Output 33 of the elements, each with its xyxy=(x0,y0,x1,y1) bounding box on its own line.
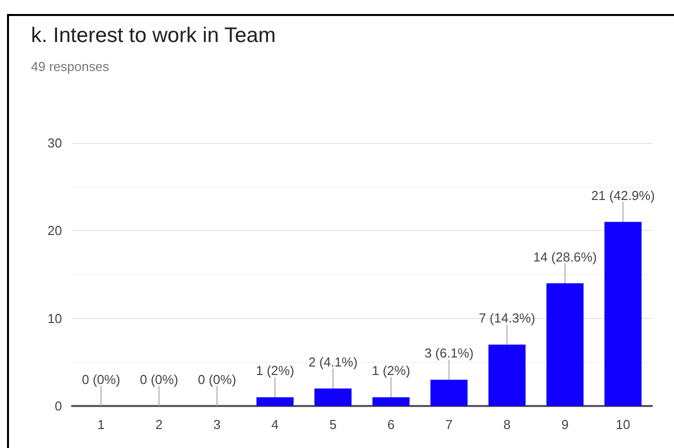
bar xyxy=(488,344,526,406)
chart-subtitle: 49 responses xyxy=(31,59,110,74)
data-label: 3 (6.1%) xyxy=(424,346,474,361)
y-tick-label: 30 xyxy=(48,136,62,150)
y-tick-label: 0 xyxy=(54,398,62,414)
bar xyxy=(546,283,584,406)
data-label: 0 (0%) xyxy=(198,372,236,387)
bar xyxy=(604,222,642,406)
chart-title: k. Interest to work in Team xyxy=(31,24,276,47)
data-label: 1 (2%) xyxy=(256,363,294,378)
bar xyxy=(430,380,468,406)
x-tick-label: 7 xyxy=(445,417,453,432)
data-label: 2 (4.1%) xyxy=(308,354,358,370)
x-tick-label: 4 xyxy=(271,417,279,432)
x-tick-label: 5 xyxy=(329,417,337,432)
bar xyxy=(256,397,294,406)
x-tick-label: 9 xyxy=(561,417,569,432)
data-label: 0 (0%) xyxy=(82,372,120,387)
x-tick-label: 2 xyxy=(155,417,163,432)
data-label: 14 (28.6%) xyxy=(533,249,597,264)
bar xyxy=(314,388,352,406)
x-tick-label: 8 xyxy=(503,417,511,432)
x-tick-label: 1 xyxy=(97,417,105,432)
bar xyxy=(372,397,410,406)
x-tick-label: 3 xyxy=(213,417,221,432)
x-tick-label: 10 xyxy=(616,417,630,432)
data-label: 21 (42.9%) xyxy=(591,188,655,203)
x-tick-label: 6 xyxy=(387,417,395,432)
data-label: 0 (0%) xyxy=(140,372,178,387)
y-tick-label: 10 xyxy=(48,310,62,326)
y-tick-label: 20 xyxy=(48,223,62,238)
data-label: 1 (2%) xyxy=(372,363,410,378)
data-label: 7 (14.3%) xyxy=(478,310,536,326)
